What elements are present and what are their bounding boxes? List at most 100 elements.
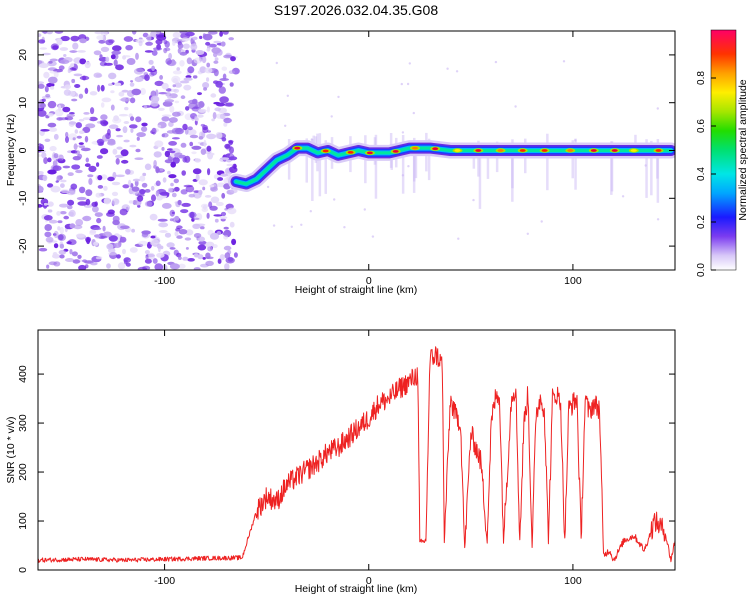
noise-blob — [219, 254, 225, 261]
noise-blob — [129, 247, 138, 253]
noise-blob — [224, 143, 231, 149]
noise-blob — [96, 35, 105, 40]
noise-blob — [131, 31, 137, 35]
noise-blob — [59, 226, 64, 235]
noise-blob — [100, 174, 108, 180]
noise-blob — [122, 248, 126, 255]
noise-blob — [149, 238, 159, 246]
noise-blob — [154, 140, 164, 148]
noise-blob — [186, 57, 193, 65]
noise-blob — [129, 97, 136, 104]
colorbar-ticks: 0.0 0.2 0.4 0.6 0.8 — [696, 71, 716, 277]
noise-blob — [115, 64, 124, 71]
spectral-speck — [644, 164, 647, 167]
noise-blob — [200, 123, 206, 127]
noise-blob — [110, 90, 115, 94]
noise-blob — [204, 195, 212, 198]
spectral-speck — [400, 82, 403, 86]
spectral-speck — [290, 225, 293, 228]
noise-blob — [153, 151, 162, 158]
noise-blob — [129, 82, 135, 87]
noise-blob — [144, 201, 153, 207]
snr-plot-area — [38, 346, 675, 563]
spectral-speck — [656, 218, 660, 221]
noise-blob — [69, 249, 73, 255]
noise-blob — [38, 33, 42, 37]
noise-blob — [66, 113, 76, 118]
noise-blob — [181, 37, 189, 42]
noise-blob — [210, 196, 220, 204]
noise-blob — [127, 179, 132, 187]
noise-blob — [187, 66, 195, 74]
spectral-speck — [455, 70, 459, 73]
noise-blob — [193, 253, 199, 258]
noise-blob — [69, 50, 77, 53]
noise-blob — [220, 173, 228, 177]
noise-blob — [67, 172, 74, 177]
noise-blob — [75, 169, 83, 174]
noise-blob — [84, 163, 91, 168]
spectral-streak — [511, 139, 514, 189]
noise-blob — [172, 78, 178, 84]
noise-blob — [192, 75, 198, 79]
noise-blob — [107, 138, 116, 145]
noise-blob — [158, 92, 168, 95]
noise-blob — [147, 252, 155, 260]
noise-blob — [180, 209, 189, 214]
noise-blob — [197, 244, 207, 251]
colorbar-gradient — [710, 29, 737, 271]
noise-blob — [38, 81, 45, 85]
noise-blob — [136, 67, 144, 73]
noise-blob — [43, 156, 48, 165]
noise-blob — [184, 237, 192, 241]
spectral-streak — [477, 140, 480, 177]
noise-blob — [210, 152, 215, 156]
noise-blob — [60, 35, 70, 42]
noise-blob — [202, 33, 213, 41]
noise-blob — [73, 224, 83, 230]
noise-blob — [48, 127, 58, 132]
noise-blob — [156, 252, 165, 258]
spectral-speck — [284, 124, 287, 128]
noise-blob — [165, 58, 172, 65]
noise-blob — [129, 144, 137, 148]
noise-blob — [135, 148, 141, 153]
noise-blob — [168, 174, 177, 179]
noise-blob — [112, 219, 120, 226]
noise-blob — [111, 50, 121, 55]
noise-blob — [78, 264, 87, 270]
noise-blob — [78, 93, 84, 99]
noise-blob — [164, 232, 172, 238]
noise-blob — [214, 218, 219, 223]
noise-blob — [144, 250, 150, 255]
noise-blob — [105, 56, 110, 62]
noise-blob — [207, 31, 218, 35]
noise-blob — [85, 157, 90, 163]
noise-blob — [161, 82, 169, 90]
noise-blob — [78, 145, 86, 149]
noise-blob — [223, 226, 229, 230]
noise-blob — [125, 168, 131, 175]
noise-blob — [72, 259, 81, 264]
noise-blob — [110, 54, 116, 60]
noise-blob — [230, 188, 238, 194]
noise-blob — [57, 220, 63, 224]
noise-blob — [225, 102, 234, 107]
noise-blob — [165, 92, 172, 97]
noise-blob — [119, 236, 127, 243]
noise-blob — [199, 66, 207, 74]
noise-blob — [112, 117, 122, 124]
noise-blob — [193, 57, 202, 64]
noise-blob — [38, 39, 46, 44]
noise-blob — [198, 236, 206, 242]
noise-blob — [163, 47, 168, 54]
noise-blob — [154, 80, 164, 87]
noise-blob — [82, 215, 92, 222]
noise-blob — [174, 100, 180, 104]
spectral-speck — [309, 210, 312, 213]
spectral-speck — [401, 131, 405, 134]
signal-peak — [347, 151, 354, 154]
spectral-speck — [300, 223, 303, 226]
noise-blob — [50, 185, 61, 193]
noise-blob — [111, 198, 120, 206]
